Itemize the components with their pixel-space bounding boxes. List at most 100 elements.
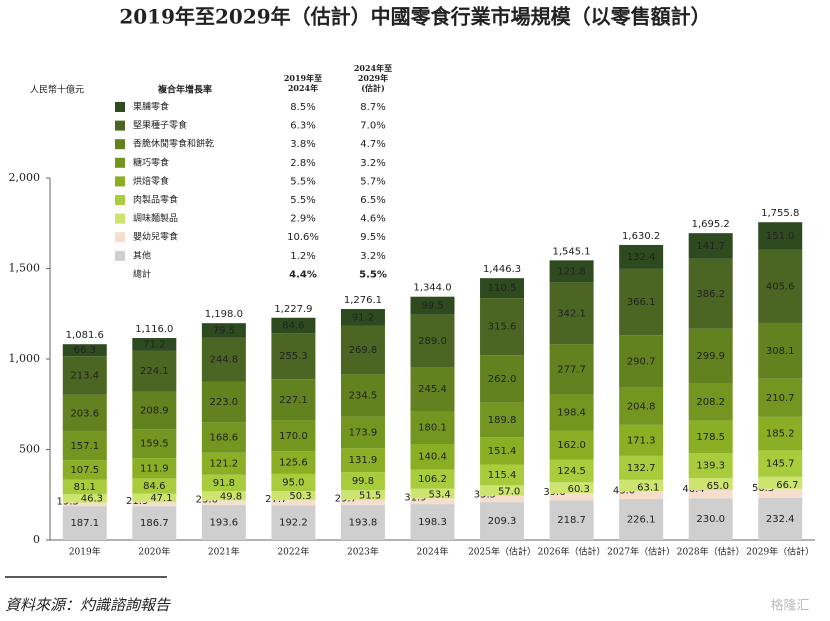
bar-segment <box>410 488 455 499</box>
total-label: 1,695.2 <box>692 219 730 230</box>
bar-segment <box>688 489 733 499</box>
bar-segment <box>201 491 246 501</box>
x-tick-label: 2028年（估計） <box>677 546 745 558</box>
cagr-value: 8.5% <box>290 102 315 113</box>
x-tick-label: 2027年（估計） <box>607 546 675 558</box>
segment-label: 193.8 <box>349 517 378 528</box>
bar-segment <box>271 333 316 380</box>
bar-segment <box>688 478 733 490</box>
x-tick-label: 2019年 <box>69 546 101 558</box>
bar-segment <box>549 430 594 460</box>
bar-segment <box>340 472 385 491</box>
segment-label: 139.3 <box>696 461 725 472</box>
segment-label: 95.0 <box>282 477 304 488</box>
legend-label: 糖巧零食 <box>133 156 169 168</box>
segment-label: 386.2 <box>696 289 725 300</box>
bar-segment <box>480 485 525 496</box>
segment-label: 269.8 <box>349 345 378 356</box>
cagr-value: 6.3% <box>290 121 315 132</box>
legend-label: 調味麵製品 <box>133 212 178 224</box>
bar-segment <box>62 344 107 357</box>
bar-segment <box>132 458 177 479</box>
bar-segment <box>271 451 316 474</box>
bar-segment <box>340 504 385 540</box>
legend-label: 嬰幼兒零食 <box>133 231 178 243</box>
segment-label: 170.0 <box>279 431 308 442</box>
segment-label: 209.3 <box>488 516 517 527</box>
bar-segment <box>62 394 107 432</box>
bar-segment <box>340 309 385 326</box>
bar-segment <box>549 493 594 501</box>
cagr-total: 5.5% <box>359 269 387 280</box>
legend-swatch <box>115 176 125 187</box>
segment-label: 115.4 <box>488 470 517 481</box>
segment-label: 111.9 <box>140 463 169 474</box>
cagr-header: 複合年增長率 <box>157 84 212 96</box>
bar-segment <box>480 298 525 356</box>
bar-segment <box>132 429 177 459</box>
segment-label: 60.3 <box>568 484 590 495</box>
bar-segment <box>480 502 525 540</box>
bar-segment <box>62 506 107 540</box>
segment-label: 178.5 <box>696 432 725 443</box>
cagr-column-header: 2024年至 <box>354 63 392 73</box>
bar-segment <box>201 337 246 382</box>
y-tick-label: 1,500 <box>9 262 41 275</box>
segment-label: 66.3 <box>74 345 96 356</box>
total-label: 1,755.8 <box>761 208 799 219</box>
bar-segment <box>619 499 664 540</box>
segment-label: 99.8 <box>352 476 374 487</box>
segment-label: 132.7 <box>627 463 656 474</box>
bar-segment <box>688 420 733 453</box>
segment-label: 66.7 <box>776 480 798 491</box>
bar-segment <box>758 322 803 379</box>
legend-swatch <box>115 232 125 243</box>
segment-label: 208.2 <box>696 397 725 408</box>
x-tick-label: 2024年 <box>417 546 449 558</box>
bar-segment <box>688 452 733 479</box>
y-tick-label: 2,000 <box>9 171 41 184</box>
bar-segment <box>201 452 246 475</box>
legend-swatch <box>115 139 125 150</box>
bar-segment <box>688 258 733 329</box>
bar-segment <box>201 504 246 540</box>
segment-label: 230.0 <box>696 514 725 525</box>
cagr-column-header: (估計) <box>361 83 385 93</box>
bar-segment <box>271 420 316 452</box>
bar-segment <box>480 278 525 299</box>
bar-segment <box>619 244 664 269</box>
segment-label: 49.8 <box>220 491 242 502</box>
bar-segment <box>619 491 664 500</box>
segment-label: 57.0 <box>498 487 520 498</box>
bar-segment <box>132 502 177 507</box>
segment-label: 141.7 <box>696 241 725 252</box>
bar-segment <box>549 459 594 483</box>
segment-label: 50.3 <box>289 491 311 502</box>
bar-segment <box>410 296 455 315</box>
bar-segment <box>132 506 177 540</box>
watermark: 格隆汇 <box>770 598 809 614</box>
segment-label: 405.6 <box>766 281 795 292</box>
bar-segment <box>480 437 525 465</box>
bar-segment <box>201 474 246 492</box>
segment-label: 140.4 <box>418 452 447 463</box>
segment-label: 151.0 <box>766 231 795 242</box>
x-tick-label: 2025年（估計） <box>468 546 536 558</box>
cagr-value: 1.2% <box>290 251 315 262</box>
x-tick-label: 2022年 <box>277 546 309 558</box>
segment-label: 110.5 <box>488 283 517 294</box>
bar-segment <box>758 222 803 250</box>
segment-label: 53.4 <box>429 489 451 500</box>
segment-label: 289.0 <box>418 336 447 347</box>
bar-segment <box>271 500 316 506</box>
total-label: 1,630.2 <box>622 231 660 242</box>
segment-label: 91.2 <box>352 312 374 323</box>
segment-label: 65.0 <box>707 481 729 492</box>
total-label: 1,344.0 <box>413 283 451 294</box>
cagr-value: 5.5% <box>290 195 315 206</box>
bar-segment <box>410 314 455 368</box>
legend-label: 果脯零食 <box>133 101 169 113</box>
segment-label: 71.2 <box>143 339 165 350</box>
y-tick-label: 0 <box>33 533 40 546</box>
